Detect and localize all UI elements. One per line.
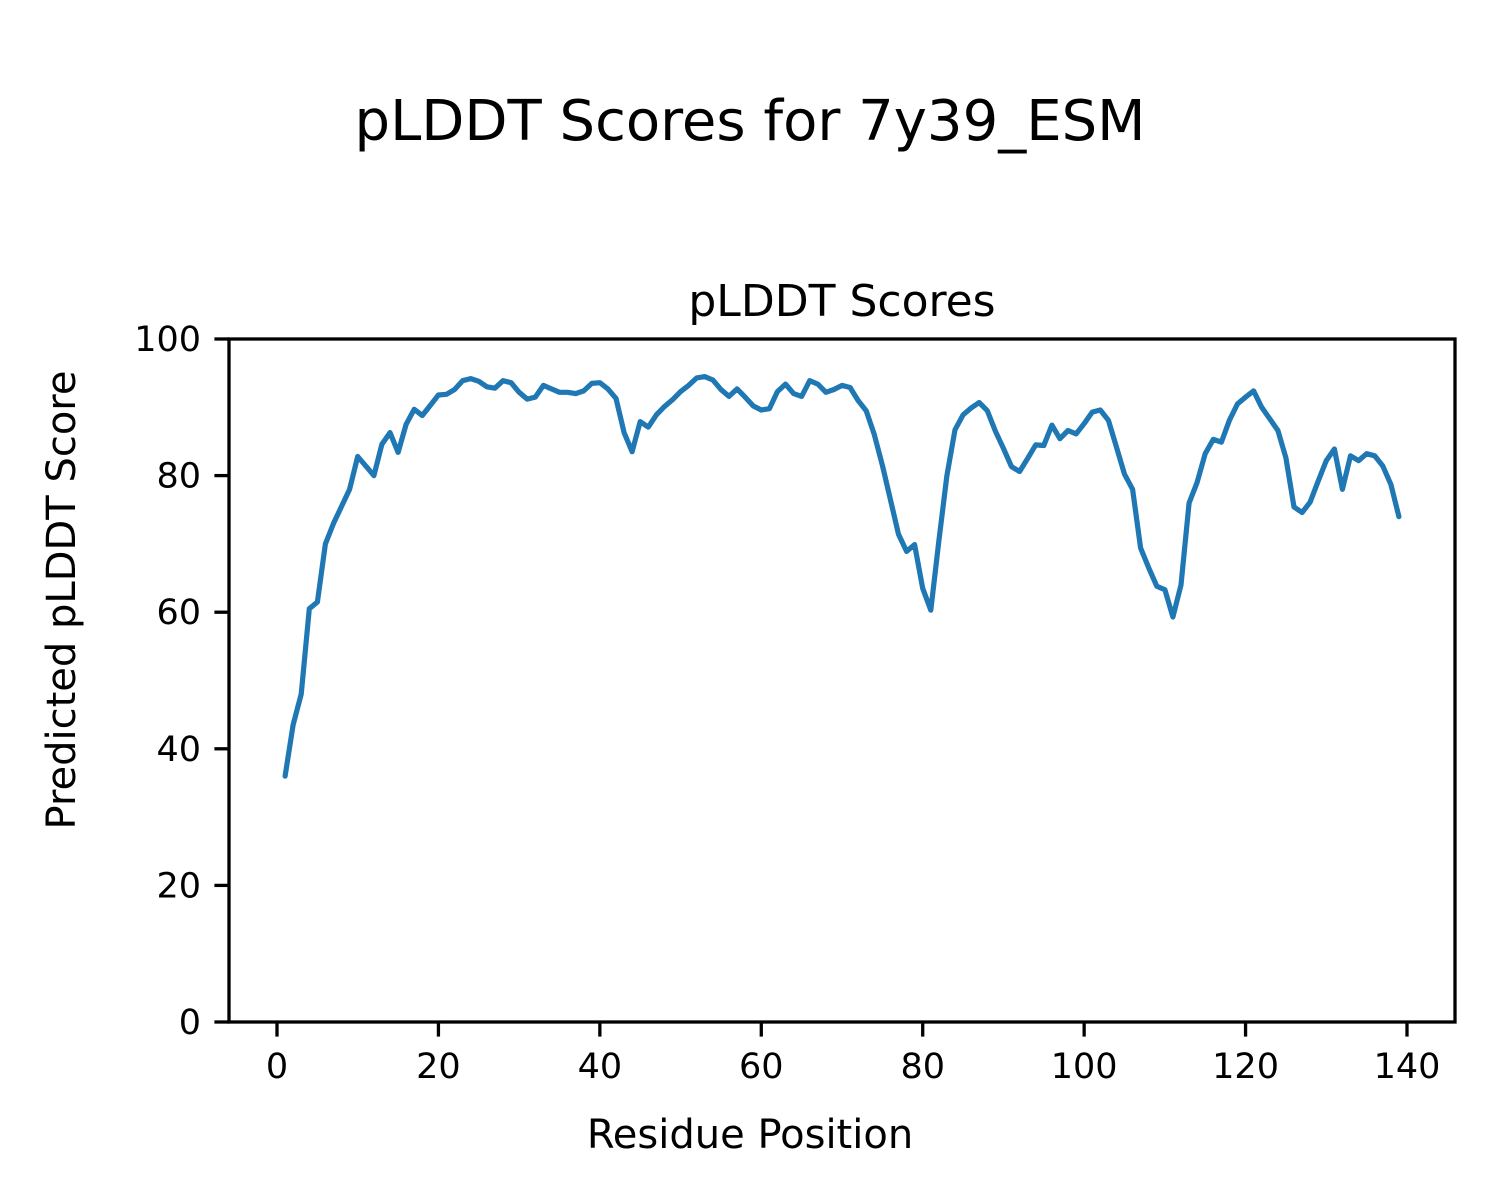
x-tick-label: 20 <box>416 1047 461 1087</box>
y-axis-label: Predicted pLDDT Score <box>39 371 85 830</box>
y-tick-label: 80 <box>156 457 201 497</box>
x-tick-label: 40 <box>578 1047 623 1087</box>
figure-title: pLDDT Scores for 7y39_ESM <box>355 89 1146 154</box>
y-tick-label: 100 <box>134 320 201 360</box>
plot-area-border <box>227 337 1457 1024</box>
x-tick-label: 100 <box>1051 1047 1118 1087</box>
x-tick-label: 140 <box>1374 1047 1441 1087</box>
y-tick-label: 20 <box>156 866 201 906</box>
x-tick-label: 120 <box>1212 1047 1279 1087</box>
x-tick-label: 80 <box>900 1047 945 1087</box>
x-axis-ticks: 0 20 40 60 80 100 120 140 <box>266 1022 1441 1087</box>
axes-title: pLDDT Scores <box>688 276 995 327</box>
y-tick-label: 40 <box>156 730 201 770</box>
x-axis-label: Residue Position <box>587 1112 913 1158</box>
y-tick-label: 0 <box>179 1003 201 1043</box>
x-tick-label: 60 <box>739 1047 784 1087</box>
y-tick-label: 60 <box>156 593 201 633</box>
pLDDT-data-line <box>282 374 1402 779</box>
x-tick-label: 0 <box>266 1047 288 1087</box>
y-axis-ticks: 0 20 40 60 80 100 <box>134 320 229 1043</box>
